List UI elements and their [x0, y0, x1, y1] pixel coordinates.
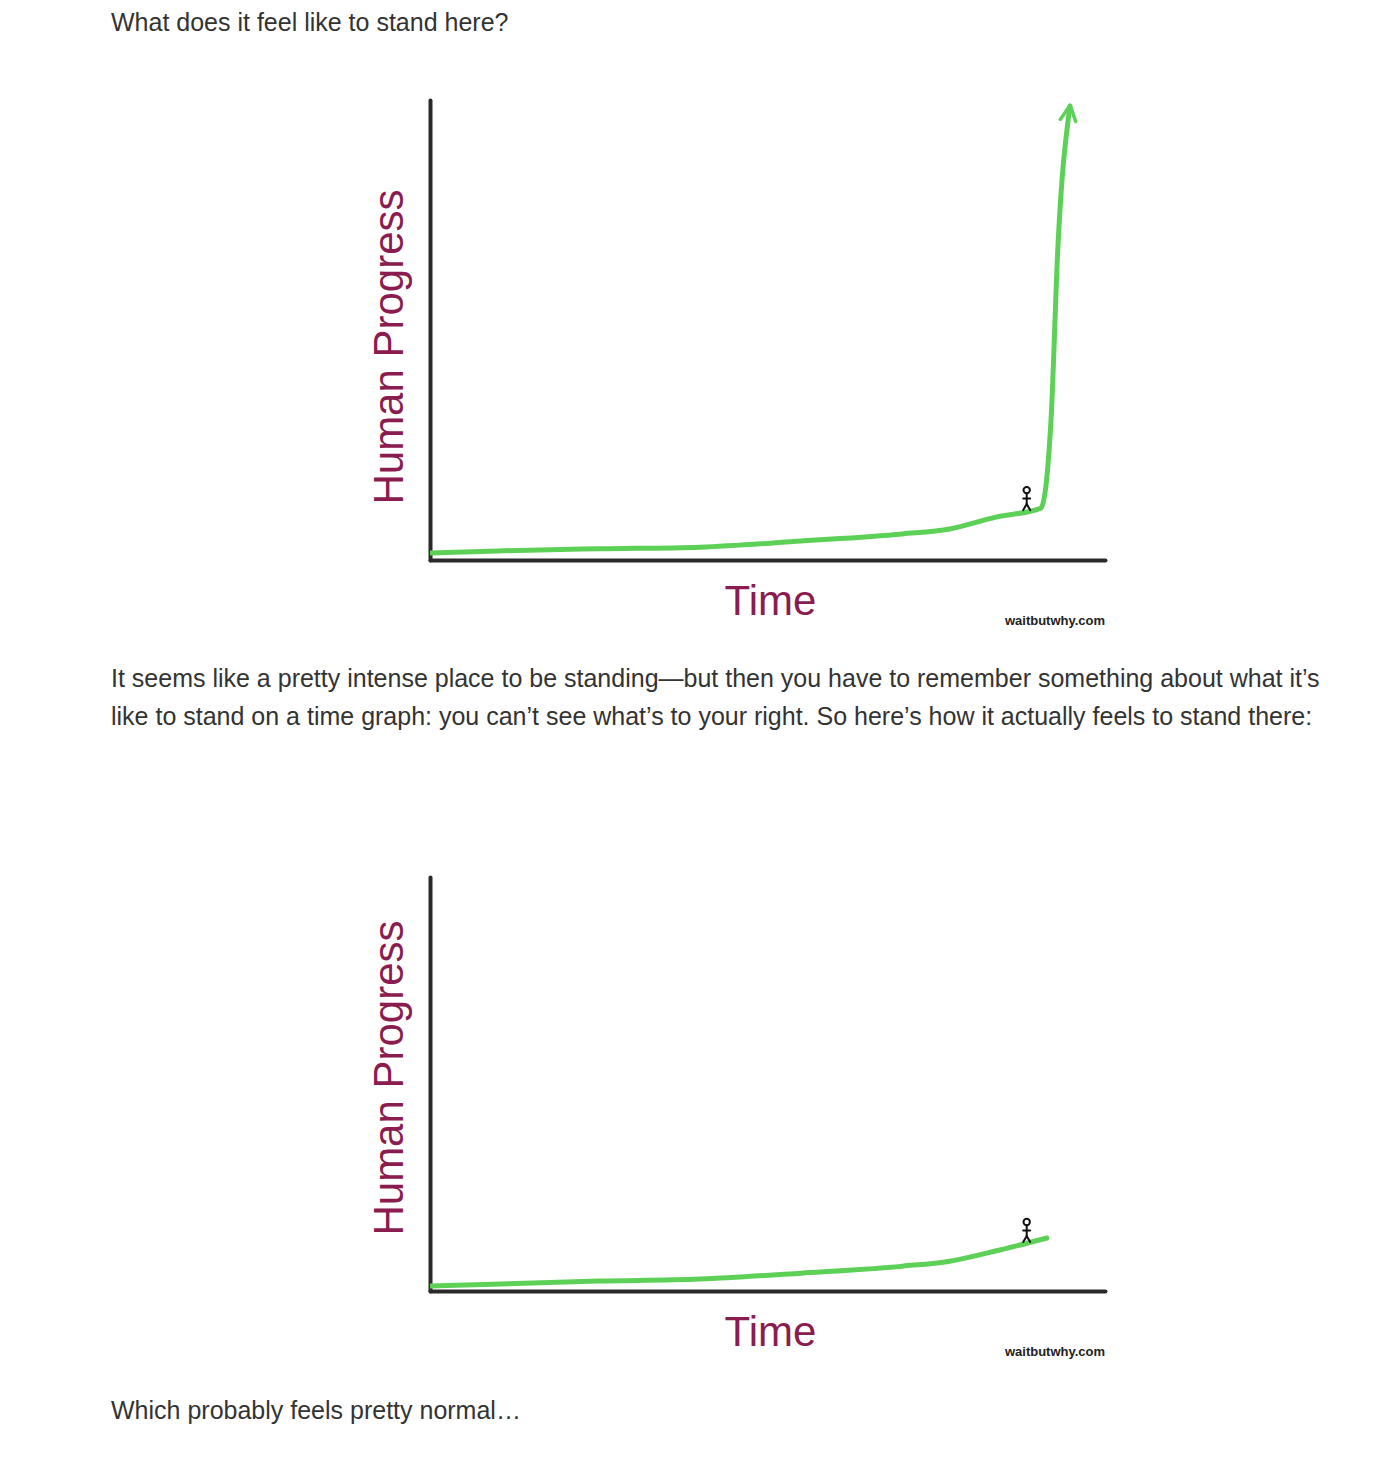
x-axis-line [431, 1290, 1106, 1294]
source-credit: waitbutwhy.com [1004, 1344, 1105, 1359]
paragraph: It seems like a pretty intense place to … [111, 659, 1351, 735]
progress-line [430, 1238, 1047, 1286]
figure-head [1023, 1219, 1029, 1225]
paragraph: Which probably feels pretty normal… [111, 1391, 1351, 1429]
paragraph: What does it feel like to stand here? [111, 3, 1351, 41]
y-axis [430, 101, 431, 561]
y-axis [430, 878, 431, 1292]
x-axis-title: Time [725, 1308, 817, 1355]
figure-head [1023, 487, 1029, 493]
y-axis-line [429, 878, 433, 1292]
figure-legs [1023, 1236, 1030, 1242]
page-canvas: Time Human Progress waitbutwhy.com Time Huma… [0, 0, 1376, 1472]
x-axis-title: Time [725, 577, 817, 624]
chart: Time Human Progress waitbutwhy.com [365, 101, 1106, 629]
y-axis-line [429, 101, 433, 561]
plot-area [430, 1238, 1047, 1286]
figure-arms [1023, 1229, 1030, 1231]
chart: Time Human Progress waitbutwhy.com [365, 878, 1106, 1360]
progress-line [430, 106, 1070, 553]
plot-area [430, 106, 1070, 553]
x-axis [431, 560, 1106, 561]
figure-legs [1023, 504, 1030, 510]
figure-arms [1023, 498, 1030, 500]
y-axis-title: Human Progress [365, 920, 412, 1235]
x-axis-line [431, 559, 1106, 563]
source-credit: waitbutwhy.com [1004, 613, 1105, 628]
stick-figure [1023, 1219, 1030, 1242]
stick-figure [1023, 487, 1030, 510]
x-axis [431, 1291, 1106, 1292]
y-axis-title: Human Progress [365, 189, 412, 504]
